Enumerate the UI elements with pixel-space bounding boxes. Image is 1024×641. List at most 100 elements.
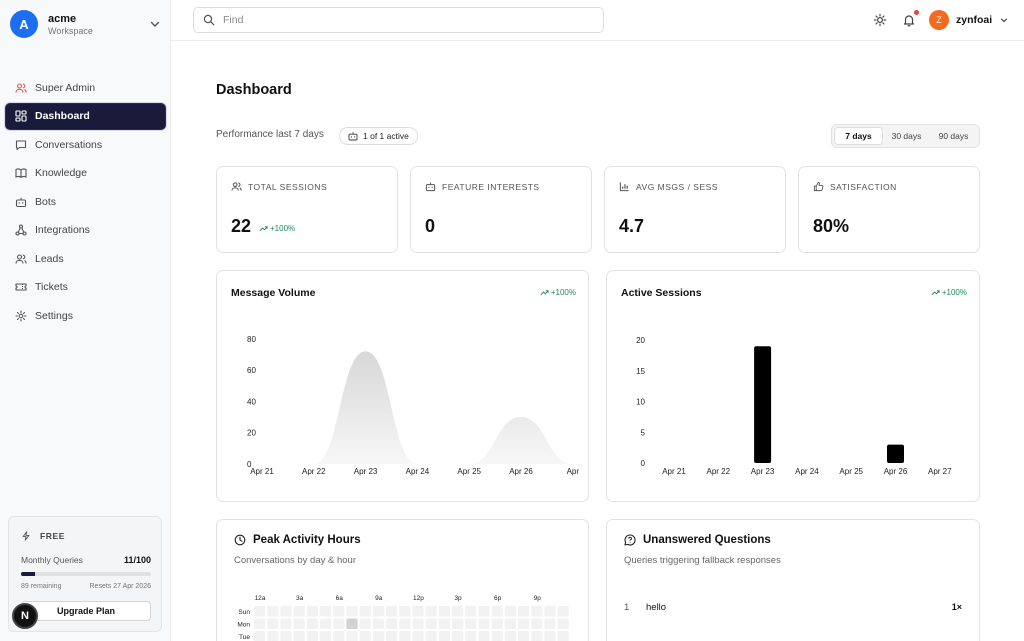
sidebar-item-dashboard[interactable]: Dashboard [5, 102, 166, 130]
heatmap-cell [293, 606, 305, 617]
heatmap-cell [386, 618, 398, 629]
stat-value: 80% [813, 216, 850, 236]
avatar: Z [929, 10, 949, 30]
heatmap-cell [280, 618, 292, 629]
bot-icon [15, 197, 27, 207]
heatmap-cell [557, 606, 569, 617]
hour-label: 9p [534, 595, 542, 602]
heatmap-cell [504, 618, 516, 629]
upgrade-plan-button[interactable]: Upgrade Plan [21, 601, 151, 621]
stat-card-avg-msgs: AVG MSGS / SESS 4.7 [604, 166, 786, 253]
bell-icon[interactable] [902, 13, 916, 27]
active-bots-pill[interactable]: 1 of 1 active [339, 127, 418, 145]
x-tick-label: Apr 23 [751, 467, 775, 476]
sidebar-item-settings[interactable]: Settings [5, 302, 166, 329]
lightning-icon [22, 531, 30, 541]
x-tick-label: Apr 21 [662, 467, 686, 476]
heatmap-cell [386, 631, 398, 641]
book-icon [15, 168, 27, 179]
theme-toggle-icon[interactable] [873, 13, 887, 27]
sidebar-item-knowledge[interactable]: Knowledge [5, 160, 166, 187]
heatmap-cell [346, 606, 358, 617]
heatmap-cell [267, 631, 279, 641]
question-text: hello [646, 602, 667, 613]
heatmap-cell [399, 631, 411, 641]
heatmap-cell [531, 618, 543, 629]
heatmap-cell [452, 631, 464, 641]
active-sessions-chart: 0 5 10 15 20 Apr 21 Apr 22 Apr 23 Apr 24 Apr 25 Ap… [636, 336, 952, 476]
queries-progress-fill [21, 572, 36, 576]
search-box[interactable] [193, 7, 604, 33]
stat-value: 0 [425, 216, 436, 236]
gear-icon [15, 309, 27, 322]
active-sessions-card: 0 5 10 15 20 Apr 21 Apr 22 Apr 23 Apr 24 Apr 25 Ap… [606, 270, 980, 502]
sidebar-item-tickets[interactable]: Tickets [5, 274, 166, 301]
hour-label: 6a [336, 595, 344, 602]
chat-icon [15, 139, 27, 150]
sidebar-item-conversations[interactable]: Conversations [5, 131, 166, 158]
heatmap-cell [425, 618, 437, 629]
x-tick-label: Apr 23 [354, 467, 378, 476]
y-tick-label: 80 [247, 335, 256, 344]
heatmap-cell [306, 631, 318, 641]
x-tick-label: Apr 26 [884, 467, 908, 476]
y-tick-label: 60 [247, 366, 256, 375]
plan-name: FREE [40, 531, 66, 541]
user-menu[interactable]: Z zynfoai [929, 10, 1009, 30]
sidebar-item-label: Conversations [35, 138, 103, 151]
hour-label: 6p [494, 595, 502, 602]
message-volume-title: Message Volume [231, 287, 316, 299]
sidebar-item-integrations[interactable]: Integrations [5, 217, 166, 244]
question-count: 1× [951, 602, 962, 612]
heatmap-cell [293, 618, 305, 629]
heatmap-cell [254, 606, 266, 617]
sidebar-item-bots[interactable]: Bots [5, 188, 166, 215]
clock-icon [234, 534, 246, 546]
range-90-days[interactable]: 90 days [938, 131, 969, 141]
x-tick-label: Apr 25 [839, 467, 863, 476]
bar [754, 346, 772, 463]
sidebar-nav: Super Admin Dashboard Conversations Know… [5, 74, 166, 331]
active-sessions-delta-value: +100% [941, 288, 967, 297]
heatmap-cell [333, 631, 345, 641]
x-tick-label: Apr 22 [707, 467, 731, 476]
x-tick-label: Apr 27 [928, 467, 952, 476]
sidebar-item-label: Knowledge [35, 167, 87, 179]
sidebar-item-super-admin[interactable]: Super Admin [5, 74, 166, 101]
peak-activity-card: Peak Activity Hours Conversations by day… [216, 519, 589, 641]
sidebar-item-label: Dashboard [35, 110, 90, 122]
heatmap-cell [320, 618, 332, 629]
queries-label: Monthly Queries [21, 555, 83, 565]
user-name: zynfoai [956, 14, 993, 26]
queries-progress [21, 572, 151, 576]
heatmap-cell [359, 618, 371, 629]
day-label: Mon [237, 622, 250, 629]
heatmap-cell [267, 618, 279, 629]
message-volume-chart: 0 20 40 60 80 Apr 21 Apr 22 Apr 23 Apr 24 Apr 25 A… [247, 335, 579, 476]
stat-delta: +100% [259, 224, 295, 233]
bar-chart-icon [619, 182, 629, 192]
bar [887, 444, 904, 463]
heatmap-cell [425, 631, 437, 641]
unanswered-title: Unanswered Questions [624, 534, 771, 546]
list-item[interactable]: 1 hello 1× [624, 602, 962, 613]
series-area [262, 351, 573, 464]
range-30-days[interactable]: 30 days [891, 131, 922, 141]
peak-activity-title: Peak Activity Hours [234, 534, 361, 546]
thumbs-up-icon [813, 181, 824, 192]
ticket-icon [15, 283, 27, 291]
sidebar-item-label: Settings [35, 309, 73, 322]
sidebar-item-label: Super Admin [35, 81, 96, 94]
heatmap-cell [478, 618, 490, 629]
search-icon [203, 14, 215, 26]
sidebar: A acme Workspace Super Admin Dashboard C… [0, 0, 171, 641]
heatmap-cell [465, 631, 477, 641]
sidebar-item-leads[interactable]: Leads [5, 245, 166, 272]
workspace-switcher[interactable]: A acme Workspace [10, 8, 162, 40]
heatmap-cell [280, 631, 292, 641]
range-7-days[interactable]: 7 days [834, 127, 883, 145]
performance-label: Performance last 7 days [216, 129, 324, 140]
trending-up-icon [931, 290, 940, 296]
n-badge-button[interactable]: N [12, 603, 38, 629]
search-input[interactable] [223, 14, 583, 26]
